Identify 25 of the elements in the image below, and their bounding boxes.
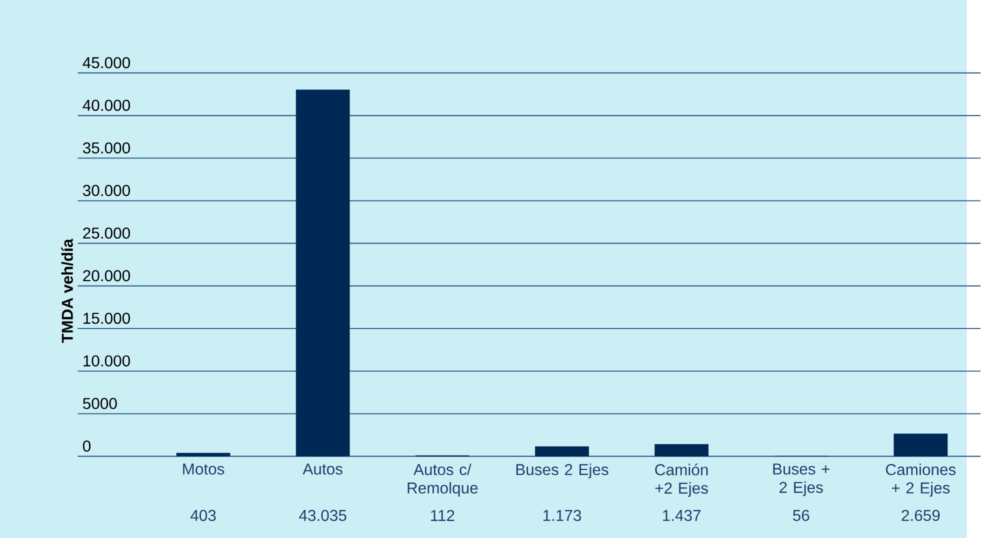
data-label: 56 — [792, 510, 810, 521]
data-label: 1.173 — [543, 510, 582, 521]
y-tick-label: 20.000 — [83, 270, 130, 282]
data-label: 43.035 — [299, 510, 346, 521]
y-tick-label: 25.000 — [83, 227, 130, 239]
data-label: 112 — [431, 510, 454, 521]
x-tick-label: Autos c/ Remolque — [408, 464, 478, 497]
x-tick-label: Buses + 2 Ejes — [773, 464, 830, 496]
x-tick-label: Camión +2 Ejes — [655, 464, 708, 497]
x-tick-label: Motos — [183, 464, 224, 475]
y-tick-label: 40.000 — [82, 100, 130, 111]
data-label: 403 — [190, 510, 216, 521]
y-tick-label: 45.000 — [82, 57, 130, 68]
y-tick-label: 30.000 — [82, 184, 130, 196]
x-tick-label: Buses 2 Ejes — [516, 464, 608, 478]
data-label: 1.437 — [663, 510, 700, 521]
y-tick-label: 35.000 — [82, 142, 130, 154]
y-tick-label: 10.000 — [84, 355, 130, 366]
y-tick-label: 15.000 — [84, 312, 130, 324]
x-tick-label: Autos — [302, 464, 342, 475]
y-tick-label: 0 — [82, 440, 91, 452]
data-label: 2.659 — [902, 510, 940, 521]
y-axis-title: TMDA veh/día — [61, 238, 74, 343]
y-tick-label: 5000 — [83, 398, 117, 410]
x-tick-label: Camiones + 2 Ejes — [886, 464, 956, 497]
